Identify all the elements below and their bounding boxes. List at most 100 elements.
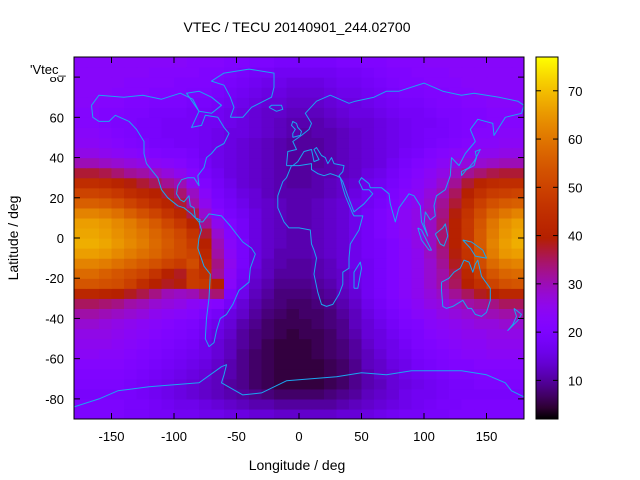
heatmap-cell — [324, 77, 338, 88]
heatmap-cell — [349, 157, 363, 169]
heatmap-cell — [274, 197, 288, 209]
heatmap-cell — [86, 217, 100, 229]
heatmap-cell — [449, 368, 463, 380]
heatmap-cell — [311, 157, 325, 169]
heatmap-cell — [149, 97, 163, 108]
heatmap-cell — [211, 167, 225, 179]
heatmap-cell — [386, 147, 400, 159]
heatmap-cell — [361, 388, 375, 400]
heatmap-cell — [336, 308, 350, 320]
coastline-north-america — [91, 92, 230, 223]
heatmap-cell — [436, 97, 450, 108]
heatmap-cell — [211, 87, 225, 98]
heatmap-cell — [486, 187, 500, 199]
heatmap-cell — [349, 298, 363, 309]
heatmap-cell — [399, 197, 413, 209]
heatmap-cell — [136, 278, 150, 289]
heatmap-cell — [349, 248, 363, 259]
heatmap-cell — [511, 117, 524, 128]
heatmap-cell — [486, 388, 500, 400]
heatmap-cell — [449, 338, 463, 350]
heatmap-cell — [224, 328, 238, 340]
heatmap-cell — [286, 207, 300, 219]
heatmap-cell — [411, 107, 425, 118]
heatmap-cell — [211, 197, 225, 209]
heatmap-cell — [424, 298, 438, 309]
coastline-africa — [277, 163, 364, 307]
heatmap-cell — [474, 197, 488, 209]
heatmap-cell — [149, 238, 163, 249]
heatmap-cell — [486, 87, 500, 98]
heatmap-cell — [324, 358, 338, 370]
heatmap-cell — [449, 408, 463, 419]
heatmap-cell — [161, 348, 175, 360]
heatmap-cell — [349, 258, 363, 269]
heatmap-cell — [136, 67, 150, 78]
heatmap-cell — [436, 137, 450, 149]
heatmap-cell — [199, 268, 213, 279]
heatmap-cell — [324, 278, 338, 289]
heatmap-cell — [249, 368, 263, 380]
heatmap-cell — [124, 177, 138, 189]
heatmap-cell — [374, 197, 388, 209]
heatmap-cell — [236, 348, 250, 360]
heatmap-cell — [249, 87, 263, 98]
heatmap-cell — [299, 398, 313, 410]
heatmap-cell — [499, 127, 513, 139]
heatmap-cell — [486, 57, 500, 68]
heatmap-cell — [349, 97, 363, 108]
heatmap-cell — [224, 147, 238, 159]
heatmap-cell — [286, 398, 300, 410]
heatmap-cell — [449, 67, 463, 78]
heatmap-cell — [411, 207, 425, 219]
heatmap-cell — [99, 157, 113, 169]
heatmap-cell — [99, 207, 113, 219]
heatmap-cell — [249, 318, 263, 330]
heatmap-cell — [449, 157, 463, 169]
heatmap-cell — [136, 227, 150, 239]
heatmap-cell — [286, 368, 300, 380]
heatmap-cell — [249, 57, 263, 68]
heatmap-cell — [199, 338, 213, 350]
heatmap-cell — [74, 298, 88, 309]
heatmap-cell — [486, 117, 500, 128]
heatmap-cell — [261, 167, 275, 179]
heatmap-cell — [411, 268, 425, 279]
heatmap-cell — [74, 147, 88, 159]
heatmap-cell — [336, 328, 350, 340]
heatmap-cell — [124, 378, 138, 390]
heatmap-cell — [236, 87, 250, 98]
heatmap-cell — [111, 378, 125, 390]
heatmap-cell — [461, 318, 475, 330]
heatmap-cell — [174, 348, 188, 360]
heatmap-cell — [399, 308, 413, 320]
heatmap-cell — [211, 268, 225, 279]
heatmap-cell — [74, 378, 88, 390]
heatmap-cell — [236, 167, 250, 179]
heatmap-cell — [224, 238, 238, 249]
heatmap-cell — [361, 338, 375, 350]
heatmap-cell — [224, 318, 238, 330]
coastline-iceland — [268, 104, 284, 112]
heatmap-cell — [474, 127, 488, 139]
heatmap-cell — [411, 77, 425, 88]
heatmap-cell — [449, 358, 463, 370]
heatmap-cell — [224, 398, 238, 410]
heatmap-cell — [436, 207, 450, 219]
heatmap-cell — [199, 167, 213, 179]
heatmap-cell — [111, 97, 125, 108]
heatmap-cell — [236, 67, 250, 78]
heatmap-cell — [111, 227, 125, 239]
heatmap-cell — [336, 87, 350, 98]
heatmap-cell — [374, 217, 388, 229]
heatmap-cell — [286, 388, 300, 400]
heatmap-cell — [336, 187, 350, 199]
heatmap-cell — [461, 137, 475, 149]
heatmap-cell — [474, 398, 488, 410]
heatmap-cell — [211, 177, 225, 189]
heatmap-cell — [261, 157, 275, 169]
heatmap-cell — [74, 117, 88, 128]
heatmap-cell — [249, 207, 263, 219]
heatmap-cell — [461, 217, 475, 229]
heatmap-cell — [86, 67, 100, 78]
